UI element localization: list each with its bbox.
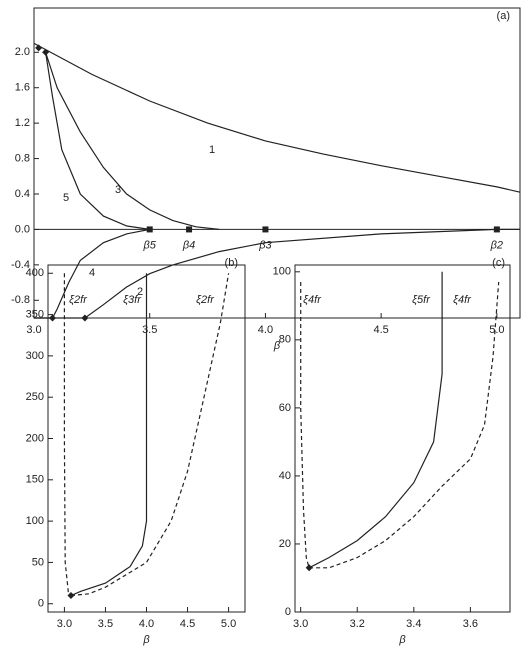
curve-label: 3	[115, 184, 121, 196]
panel-label: (a)	[497, 10, 510, 22]
point-marker	[146, 226, 153, 233]
curve	[45, 52, 150, 230]
curve-label: ξ2fr	[196, 294, 215, 306]
diamond-marker	[35, 44, 43, 52]
curve-label: ξ4fr	[453, 294, 472, 306]
y-tick-label: 60	[279, 402, 291, 414]
x-tick-label: 3.0	[293, 618, 308, 630]
y-tick-label: -0.4	[11, 259, 30, 271]
x-axis-label: β	[273, 340, 281, 352]
curve-label: 2	[137, 286, 143, 298]
curve	[300, 282, 310, 568]
y-tick-label: 100	[26, 515, 44, 527]
y-tick-label: 200	[26, 432, 44, 444]
y-tick-label: 0	[38, 598, 44, 610]
annotation: β2	[490, 239, 503, 251]
y-tick-label: 2.0	[15, 46, 30, 58]
y-tick-label: 0	[285, 606, 291, 618]
y-tick-label: 0.0	[15, 223, 30, 235]
y-tick-label: 250	[26, 391, 44, 403]
y-tick-label: 300	[26, 350, 44, 362]
y-tick-label: -0.8	[11, 294, 30, 306]
x-tick-label: 3.0	[26, 324, 41, 336]
panel-label: (c)	[492, 257, 505, 269]
curve	[70, 273, 230, 597]
diamond-marker	[81, 314, 89, 322]
point-marker	[262, 226, 269, 233]
x-tick-label: 4.5	[373, 324, 388, 336]
y-tick-label: 50	[32, 556, 44, 568]
y-tick-label: 20	[279, 538, 291, 550]
y-tick-label: 350	[26, 308, 44, 320]
curve	[63, 273, 72, 596]
x-tick-label: 3.5	[142, 324, 157, 336]
point-marker	[186, 226, 193, 233]
y-tick-label: 40	[279, 470, 291, 482]
x-axis-label: β	[142, 634, 150, 646]
y-tick-label: 0.4	[15, 188, 30, 200]
x-tick-label: 3.6	[463, 618, 478, 630]
point-marker	[493, 226, 500, 233]
annotation: β4	[182, 239, 195, 251]
y-tick-label: 150	[26, 474, 44, 486]
curve-label: 4	[89, 267, 95, 279]
annotation: β3	[258, 239, 272, 251]
curve-label: ξ5fr	[412, 294, 431, 306]
diamond-marker	[42, 48, 50, 56]
curve	[70, 273, 148, 597]
curve	[33, 42, 521, 193]
x-tick-label: 3.2	[350, 618, 365, 630]
y-tick-label: 80	[279, 334, 291, 346]
curve-label: 5	[63, 192, 69, 204]
curve	[308, 271, 443, 569]
y-tick-label: 0.8	[15, 152, 30, 164]
y-tick-label: 1.2	[15, 117, 30, 129]
diamond-marker	[67, 591, 75, 599]
plot-frame	[294, 264, 511, 613]
y-tick-label: 1.6	[15, 82, 30, 94]
y-tick-label: 100	[273, 266, 291, 278]
diamond-marker	[305, 564, 313, 572]
x-tick-label: 4.0	[258, 324, 273, 336]
x-tick-label: 4.0	[139, 618, 154, 630]
x-tick-label: 4.5	[180, 618, 195, 630]
panel-label: (b)	[225, 257, 238, 269]
curve-label: 1	[209, 144, 215, 156]
annotation: β5	[143, 239, 157, 251]
x-tick-label: 5.0	[221, 618, 236, 630]
x-tick-label: 3.0	[57, 618, 72, 630]
plot-frame	[33, 7, 521, 319]
x-tick-label: 3.4	[406, 618, 421, 630]
diamond-marker	[49, 314, 57, 322]
x-axis-label: β	[398, 634, 406, 646]
curve-label: ξ4fr	[303, 294, 322, 306]
curve-label: ξ3fr	[123, 294, 142, 306]
y-tick-label: 400	[26, 267, 44, 279]
curve-label: ξ2fr	[69, 294, 88, 306]
curve	[309, 281, 500, 569]
x-tick-label: 3.5	[98, 618, 113, 630]
curve	[45, 52, 220, 230]
x-tick-label: 5.0	[489, 324, 504, 336]
